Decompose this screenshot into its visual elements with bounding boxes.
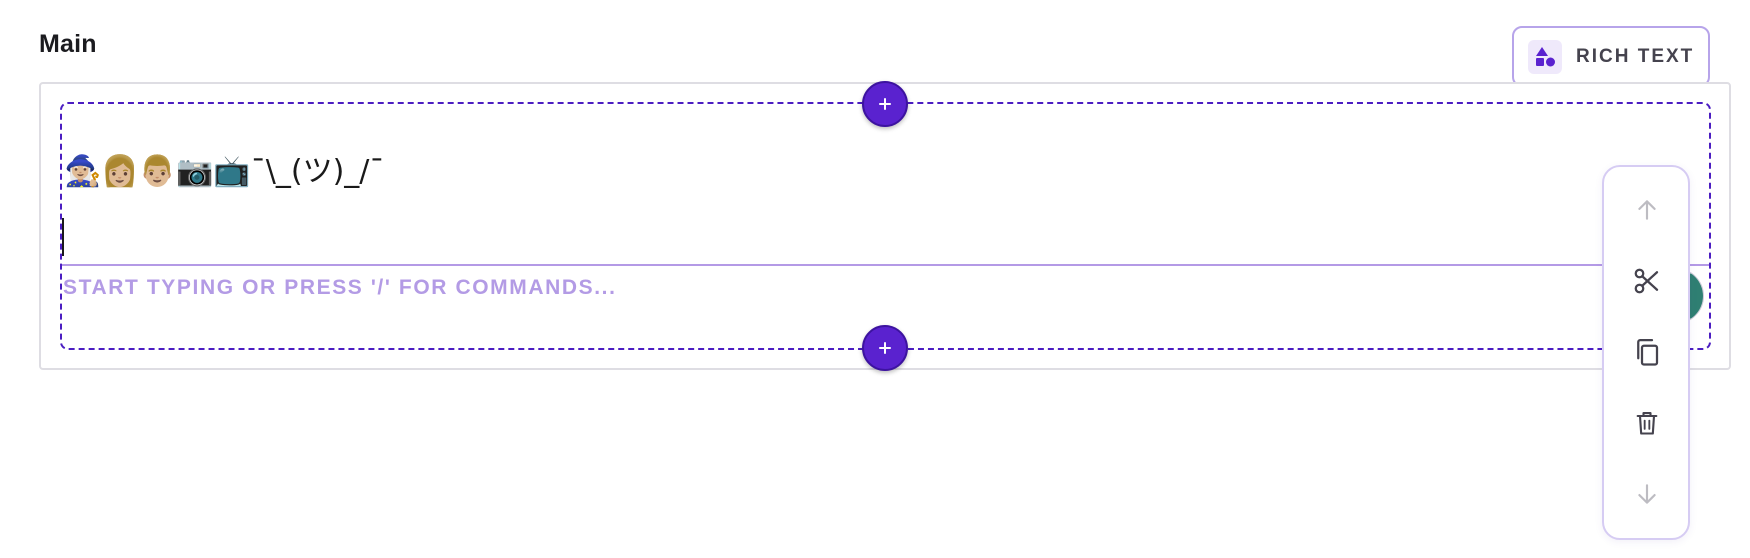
move-up-button[interactable]	[1626, 189, 1668, 231]
command-placeholder[interactable]: START TYPING OR PRESS '/' FOR COMMANDS..…	[63, 276, 617, 299]
block-divider	[62, 264, 1709, 266]
plus-icon	[879, 98, 891, 110]
main-field-container	[39, 82, 1731, 370]
block-content-text[interactable]: 🧙🏼‍♀️👩🏼👨🏼📷📺¯\_(ツ)_/¯	[64, 154, 385, 189]
cut-button[interactable]	[1626, 260, 1668, 302]
plus-icon	[879, 342, 891, 354]
copy-button[interactable]	[1626, 331, 1668, 373]
block-actions-toolbar	[1602, 165, 1690, 540]
shapes-icon	[1528, 39, 1562, 74]
copy-icon	[1637, 339, 1659, 366]
trash-icon	[1636, 412, 1658, 435]
arrow-up-icon	[1638, 200, 1656, 220]
arrow-down-icon	[1638, 484, 1656, 504]
add-block-below-button[interactable]	[862, 325, 908, 371]
text-cursor	[62, 218, 64, 256]
section-title: Main	[39, 30, 97, 58]
rich-text-block[interactable]: 🧙🏼‍♀️👩🏼👨🏼📷📺¯\_(ツ)_/¯ START TYPING OR PRE…	[60, 102, 1711, 350]
add-block-above-button[interactable]	[862, 81, 908, 127]
block-type-label: RICH TEXT	[1576, 45, 1695, 67]
scissors-icon	[1634, 268, 1659, 294]
move-down-button[interactable]	[1626, 473, 1668, 515]
block-type-chip[interactable]: RICH TEXT	[1512, 26, 1710, 87]
delete-button[interactable]	[1626, 402, 1668, 444]
